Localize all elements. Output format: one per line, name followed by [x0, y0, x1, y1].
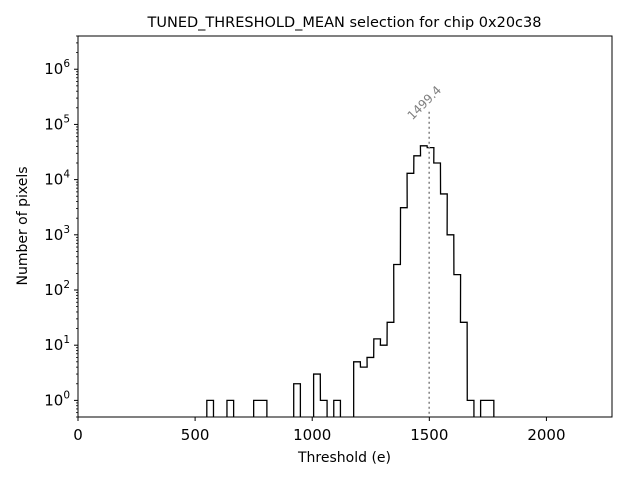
mean-value-label: 1499.4 — [405, 83, 445, 123]
x-tick-label: 2000 — [527, 426, 565, 444]
x-axis-label: Threshold (e) — [297, 450, 391, 466]
x-tick-label: 0 — [73, 426, 83, 444]
y-tick-label: 105 — [44, 113, 70, 133]
x-tick-label: 500 — [181, 426, 210, 444]
y-tick-label: 103 — [44, 224, 70, 244]
y-tick-label: 101 — [44, 334, 70, 354]
x-tick-label: 1500 — [410, 426, 448, 444]
axes-frame — [77, 35, 613, 418]
histogram-bars — [206, 145, 495, 417]
y-tick-label: 100 — [44, 389, 70, 409]
x-tick-label: 1000 — [293, 426, 331, 444]
y-axis-label: Number of pixels — [15, 166, 31, 285]
y-tick-label: 106 — [44, 58, 70, 78]
plot-area: 1499.4 0 500 1000 1500 2000 100 101 102 103 104 105… — [44, 35, 613, 444]
y-tick-label: 104 — [44, 169, 70, 189]
y-tick-label: 102 — [44, 279, 70, 299]
chart-title: TUNED_THRESHOLD_MEAN selection for chip … — [147, 15, 542, 31]
